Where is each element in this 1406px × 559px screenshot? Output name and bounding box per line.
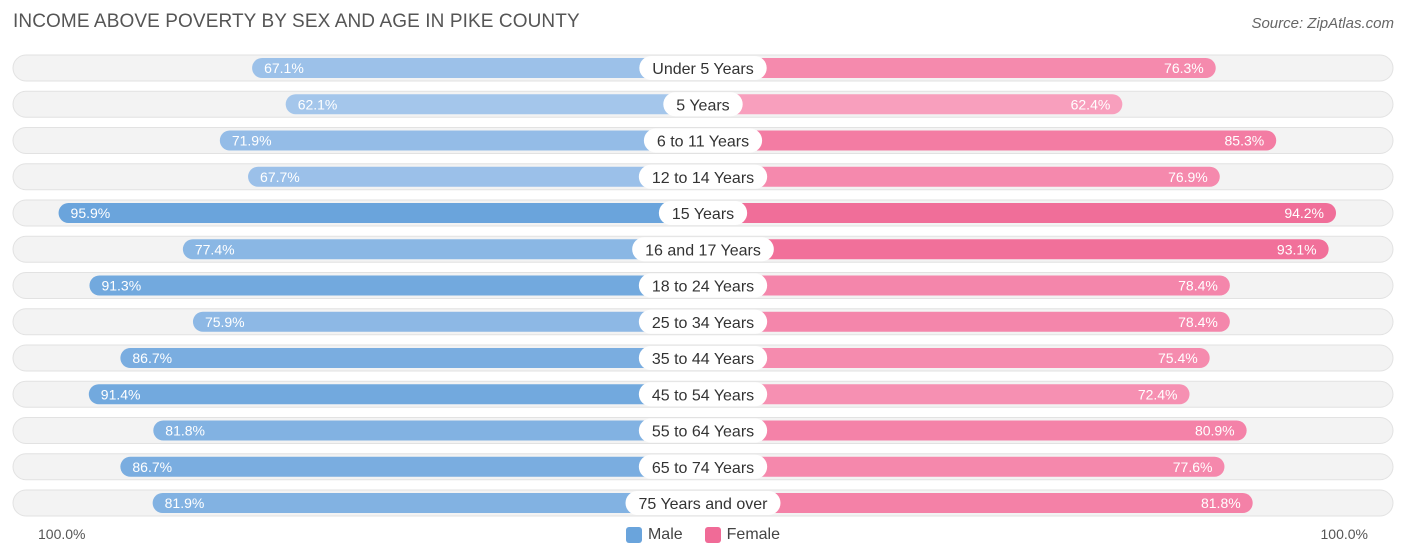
male-value-label: 86.7% <box>132 459 172 475</box>
female-value-label: 93.1% <box>1277 241 1317 257</box>
female-value-label: 78.4% <box>1178 314 1218 330</box>
legend-item-female[interactable]: Female <box>704 526 781 544</box>
female-bar <box>703 348 1210 368</box>
female-value-label: 76.9% <box>1168 169 1208 185</box>
category-pill <box>638 346 768 370</box>
female-bar <box>703 94 1123 115</box>
male-bar <box>192 311 703 332</box>
category-label: 35 to 44 Years <box>652 351 754 368</box>
male-value-label: 67.1% <box>264 60 304 76</box>
category-pill <box>643 128 763 153</box>
category-label: 15 Years <box>672 206 734 223</box>
female-value-label: 78.4% <box>1178 278 1218 294</box>
female-bar <box>703 384 1190 405</box>
female-value-label: 81.8% <box>1201 495 1241 511</box>
female-value-label: 76.3% <box>1164 60 1204 76</box>
male-bar <box>58 203 703 223</box>
legend-swatch-female <box>704 527 721 543</box>
female-bar <box>703 275 1230 296</box>
male-bar <box>89 275 704 296</box>
source-label: Source: ZipAtlas.com <box>1251 15 1394 32</box>
female-bar <box>703 166 1220 187</box>
female-value-label: 77.6% <box>1173 459 1213 475</box>
male-value-label: 75.9% <box>205 314 245 330</box>
male-value-label: 62.1% <box>298 96 338 112</box>
category-pill <box>638 418 768 443</box>
female-value-label: 72.4% <box>1138 386 1178 402</box>
female-bar <box>703 456 1225 477</box>
category-label: 5 Years <box>676 97 729 114</box>
male-bar <box>152 493 703 513</box>
male-value-label: 95.9% <box>71 205 111 221</box>
male-bar <box>219 130 703 151</box>
female-value-label: 75.4% <box>1158 350 1198 366</box>
male-bar <box>248 166 703 187</box>
legend: Male Female <box>0 524 1406 546</box>
male-bar <box>153 420 703 441</box>
category-pill <box>638 454 768 479</box>
female-bar <box>703 420 1247 441</box>
female-value-label: 94.2% <box>1284 205 1324 221</box>
male-bar <box>285 94 703 115</box>
axis-right-label: 100.0% <box>1320 526 1368 542</box>
axis-left-label: 100.0% <box>38 526 86 542</box>
male-value-label: 91.3% <box>101 278 141 294</box>
male-bar <box>88 384 704 405</box>
category-label: 45 to 54 Years <box>652 387 754 404</box>
category-label: 75 Years and over <box>639 496 769 513</box>
category-label: 55 to 64 Years <box>652 424 754 441</box>
category-pill <box>639 56 767 80</box>
category-label: 6 to 11 Years <box>657 134 749 151</box>
male-value-label: 81.9% <box>165 495 205 511</box>
category-label: 65 to 74 Years <box>652 460 754 477</box>
male-value-label: 71.9% <box>232 133 272 149</box>
male-value-label: 77.4% <box>195 241 235 257</box>
female-value-label: 80.9% <box>1195 423 1235 439</box>
category-pill <box>638 273 768 298</box>
category-label: 16 and 17 Years <box>645 242 761 259</box>
category-label: 12 to 14 Years <box>652 170 754 187</box>
legend-label-male: Male <box>647 526 683 543</box>
category-pill <box>632 237 774 262</box>
category-pill <box>638 309 768 334</box>
category-pill <box>658 201 748 225</box>
male-bar <box>182 239 703 260</box>
chart-title: INCOME ABOVE POVERTY BY SEX AND AGE IN P… <box>13 11 580 32</box>
female-value-label: 85.3% <box>1225 133 1265 149</box>
legend-swatch-male <box>625 527 642 543</box>
category-pill <box>638 164 768 189</box>
female-bar <box>703 203 1337 223</box>
male-bar <box>120 456 704 477</box>
male-value-label: 91.4% <box>101 386 141 402</box>
legend-item-male[interactable]: Male <box>625 526 683 544</box>
male-value-label: 81.8% <box>165 423 205 439</box>
female-bar <box>703 130 1277 151</box>
legend-label-female: Female <box>726 526 781 543</box>
female-bar <box>703 239 1329 260</box>
category-label: Under 5 Years <box>652 61 753 78</box>
category-label: 25 to 34 Years <box>652 315 754 332</box>
female-bar <box>703 311 1230 332</box>
category-pill <box>663 92 743 117</box>
male-value-label: 67.7% <box>260 169 300 185</box>
male-bar <box>252 58 703 78</box>
category-pill <box>638 382 768 407</box>
category-label: 18 to 24 Years <box>652 279 754 296</box>
female-bar <box>703 493 1253 513</box>
male-bar <box>120 348 704 368</box>
male-value-label: 86.7% <box>132 350 172 366</box>
category-pill <box>625 491 781 515</box>
female-value-label: 62.4% <box>1071 96 1111 112</box>
female-bar <box>703 58 1216 78</box>
